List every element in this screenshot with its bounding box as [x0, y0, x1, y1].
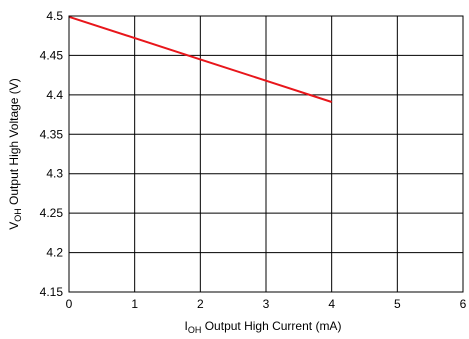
y-tick-label: 4.2	[46, 246, 63, 260]
y-tick-label: 4.35	[40, 127, 64, 141]
y-axis-label-symbol: V	[7, 222, 21, 230]
x-axis-label-symbol: I	[185, 319, 188, 333]
x-axis-label-text: Output High Current (mA)	[201, 319, 341, 333]
y-tick-label: 4.5	[46, 9, 63, 23]
series-line	[68, 15, 333, 103]
x-tick-label: 2	[197, 297, 204, 311]
series-layer	[68, 15, 333, 103]
y-axis-label-subscript: OH	[13, 208, 23, 222]
x-tick-label: 1	[131, 297, 138, 311]
x-axis-label: IOH Output High Current (mA)	[185, 319, 342, 335]
x-tick-labels: 0 1 2 3 4 5 6	[66, 297, 467, 311]
grid	[68, 15, 464, 293]
x-tick-label: 4	[328, 297, 335, 311]
y-tick-labels: 4.15 4.2 4.25 4.3 4.35 4.4 4.45 4.5	[40, 9, 64, 299]
y-tick-label: 4.15	[40, 285, 64, 299]
x-tick-label: 3	[263, 297, 270, 311]
y-tick-label: 4.4	[46, 88, 63, 102]
x-tick-label: 6	[460, 297, 467, 311]
x-tick-label: 5	[394, 297, 401, 311]
x-tick-label: 0	[66, 297, 73, 311]
x-axis-label-subscript: OH	[188, 325, 202, 335]
y-tick-label: 4.3	[46, 167, 63, 181]
y-axis-label-text: Output High Voltage (V)	[7, 78, 21, 208]
y-tick-label: 4.45	[40, 48, 64, 62]
plot-frame	[68, 15, 464, 293]
y-axis-label: VOH Output High Voltage (V)	[7, 78, 23, 230]
y-tick-label: 4.25	[40, 206, 64, 220]
